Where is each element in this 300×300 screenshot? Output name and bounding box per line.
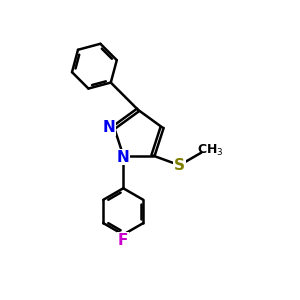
Text: N: N <box>117 150 130 165</box>
Text: S: S <box>174 158 185 173</box>
Text: N: N <box>102 120 115 135</box>
Text: F: F <box>118 233 128 248</box>
Text: CH$_3$: CH$_3$ <box>197 143 224 158</box>
